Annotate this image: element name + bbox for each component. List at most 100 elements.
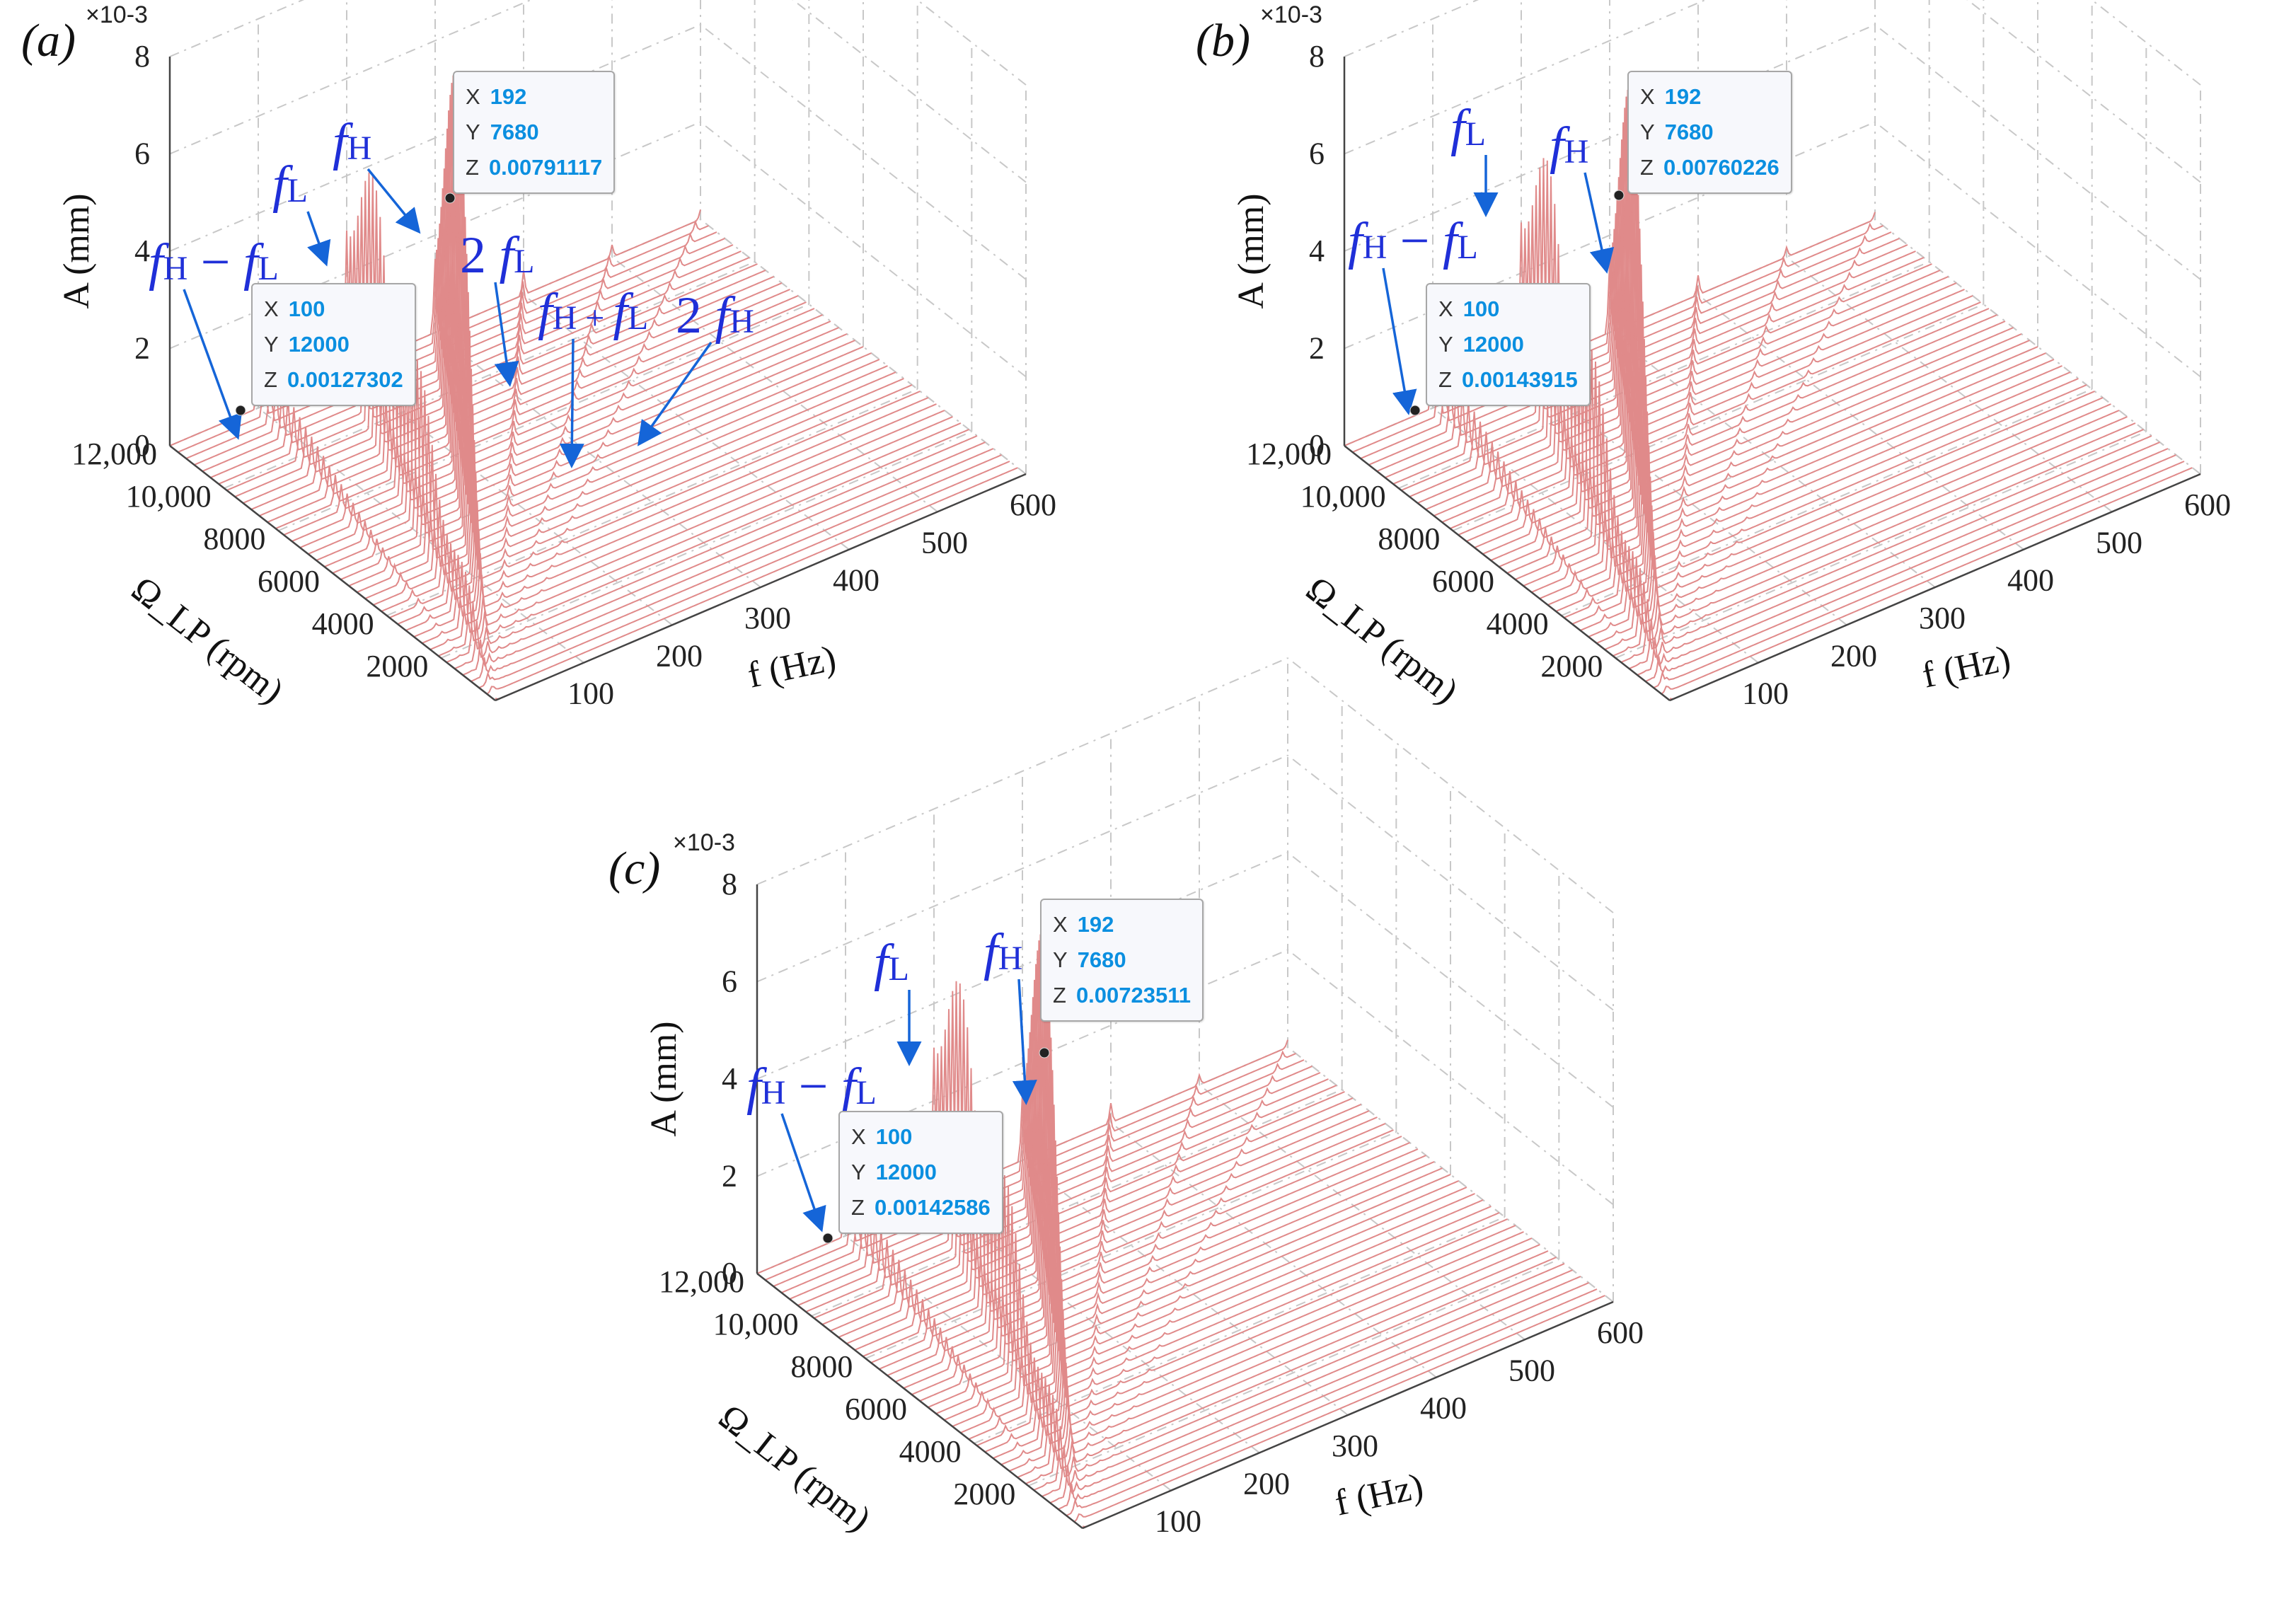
z-tick-label: 6 bbox=[134, 137, 150, 171]
surface-slice bbox=[1409, 139, 1941, 497]
z-tick-label: 0 bbox=[722, 1256, 737, 1291]
y-tick-label: 6000 bbox=[1432, 564, 1494, 599]
datatip-key: X bbox=[264, 296, 279, 321]
surface-slice bbox=[903, 1008, 1435, 1389]
datatip[interactable]: X 192 Y 7680 Z 0.00760226 bbox=[1627, 71, 1792, 194]
surface-slice bbox=[863, 933, 1394, 1357]
grid-line bbox=[1874, 121, 2201, 378]
surface-slice bbox=[422, 416, 953, 644]
surface-slice bbox=[1392, 158, 1925, 485]
annotation-fh-fl: fH − fL bbox=[746, 1058, 877, 1116]
datatip-value: 7680 bbox=[1664, 120, 1714, 144]
y-tick-label: 12,000 bbox=[659, 1264, 744, 1299]
datatip[interactable]: X 100 Y 12000 Z 0.00127302 bbox=[251, 283, 416, 406]
surface-slice bbox=[1629, 441, 2160, 669]
surface-slice bbox=[1425, 108, 1957, 510]
grid-line bbox=[277, 304, 809, 531]
datatip-value: 0.00142586 bbox=[874, 1195, 991, 1220]
grid-line bbox=[1110, 1121, 1437, 1378]
surface-slice bbox=[984, 1225, 1516, 1453]
datatip-key: X bbox=[466, 84, 480, 109]
surface-slice bbox=[381, 384, 913, 612]
z-tick-label: 8 bbox=[1309, 39, 1325, 74]
surface-slice bbox=[1620, 435, 2152, 663]
datatip-key: Z bbox=[1053, 983, 1066, 1008]
datatip-marker bbox=[444, 192, 456, 204]
datatip[interactable]: X 192 Y 7680 Z 0.00723511 bbox=[1040, 899, 1204, 1022]
datatip-row-z: Z 0.00127302 bbox=[264, 362, 403, 398]
surface-slice bbox=[1360, 221, 1892, 459]
datatip-value: 7680 bbox=[1077, 947, 1126, 972]
z-tick-label: 8 bbox=[134, 39, 150, 74]
y-tick-label: 12,000 bbox=[71, 437, 157, 471]
y-tick-label: 4000 bbox=[899, 1434, 962, 1469]
surface-slice bbox=[1637, 448, 2169, 676]
annotation-arrow bbox=[637, 341, 713, 446]
surface-slice bbox=[405, 403, 937, 631]
surface-slice bbox=[1474, 117, 2006, 548]
datatip-row-y: Y 7680 bbox=[466, 115, 602, 150]
surface-slice bbox=[1596, 416, 2128, 644]
annotation-arrow bbox=[1012, 979, 1037, 1105]
surface-slice bbox=[324, 182, 855, 567]
surface-slice bbox=[1531, 339, 2063, 593]
surface-slice bbox=[1458, 92, 1990, 536]
annotation-fl: fL bbox=[272, 156, 308, 214]
surface-slice bbox=[348, 292, 880, 587]
z-scale-label: ×10-3 bbox=[673, 829, 735, 856]
x-tick-label: 100 bbox=[1155, 1504, 1201, 1539]
surface-slice bbox=[1073, 1295, 1605, 1523]
z-axis-label: A (mm) bbox=[1231, 193, 1271, 308]
datatip-row-z: Z 0.00791117 bbox=[466, 150, 602, 185]
y-tick-label: 2000 bbox=[366, 649, 428, 683]
z-tick-label: 0 bbox=[134, 428, 150, 463]
grid-line bbox=[386, 388, 918, 616]
grid-line bbox=[1287, 754, 1614, 1011]
y-tick-label: 6000 bbox=[258, 564, 320, 599]
y-tick-label: 4000 bbox=[1487, 606, 1549, 641]
datatip-row-y: Y 7680 bbox=[1053, 942, 1191, 978]
surface-slice bbox=[887, 962, 1419, 1376]
z-tick-label: 4 bbox=[1309, 233, 1325, 268]
x-tick-label: 300 bbox=[1919, 601, 1966, 635]
datatip-key: Y bbox=[1053, 947, 1068, 972]
datatip-row-y: Y 7680 bbox=[1640, 115, 1779, 150]
datatip-value: 100 bbox=[875, 1124, 913, 1149]
surface-slice bbox=[797, 991, 1329, 1306]
x-tick-label: 500 bbox=[2096, 525, 2142, 560]
x-tick-label: 500 bbox=[921, 525, 968, 560]
annotation-fh-fl: fH − fL bbox=[1348, 212, 1478, 270]
grid-line bbox=[1287, 949, 1614, 1206]
x-tick-label: 600 bbox=[2184, 487, 2231, 522]
panel-label: (a) bbox=[21, 15, 76, 67]
surface-slice bbox=[1033, 1263, 1565, 1491]
datatip-row-z: Z 0.00760226 bbox=[1640, 150, 1779, 185]
grid-line bbox=[1874, 219, 2201, 475]
y-tick-label: 10,000 bbox=[713, 1307, 799, 1341]
surface-slice bbox=[1058, 1282, 1589, 1510]
x-tick-label: 100 bbox=[1742, 676, 1789, 711]
surface-slice bbox=[1604, 422, 2136, 650]
datatip[interactable]: X 192 Y 7680 Z 0.00791117 bbox=[453, 71, 616, 194]
datatip-value: 192 bbox=[1077, 912, 1114, 937]
surface-slice bbox=[275, 73, 807, 529]
y-axis-line bbox=[1344, 445, 1671, 701]
annotation-fh: fH bbox=[333, 113, 371, 171]
datatip-value: 0.00723511 bbox=[1075, 983, 1192, 1008]
datatip-key: Y bbox=[851, 1160, 866, 1184]
surface-slice bbox=[1499, 195, 2030, 567]
datatip[interactable]: X 100 Y 12000 Z 0.00142586 bbox=[838, 1111, 1003, 1234]
surface-slice bbox=[267, 75, 799, 523]
x-axis-label: f (Hz) bbox=[1332, 1466, 1427, 1524]
x-axis-label: f (Hz) bbox=[744, 638, 840, 696]
surface-slice bbox=[1571, 397, 2104, 625]
annotation-arrow bbox=[559, 338, 584, 468]
surface-slice bbox=[1401, 158, 1932, 491]
annotation-arrow bbox=[183, 289, 242, 440]
z-tick-label: 6 bbox=[1309, 137, 1325, 171]
surface-slice bbox=[1515, 264, 2046, 580]
datatip[interactable]: X 100 Y 12000 Z 0.00143915 bbox=[1426, 283, 1591, 406]
grid-line bbox=[169, 0, 533, 155]
datatip-value: 12000 bbox=[1463, 332, 1524, 357]
surface-slice bbox=[218, 168, 750, 485]
